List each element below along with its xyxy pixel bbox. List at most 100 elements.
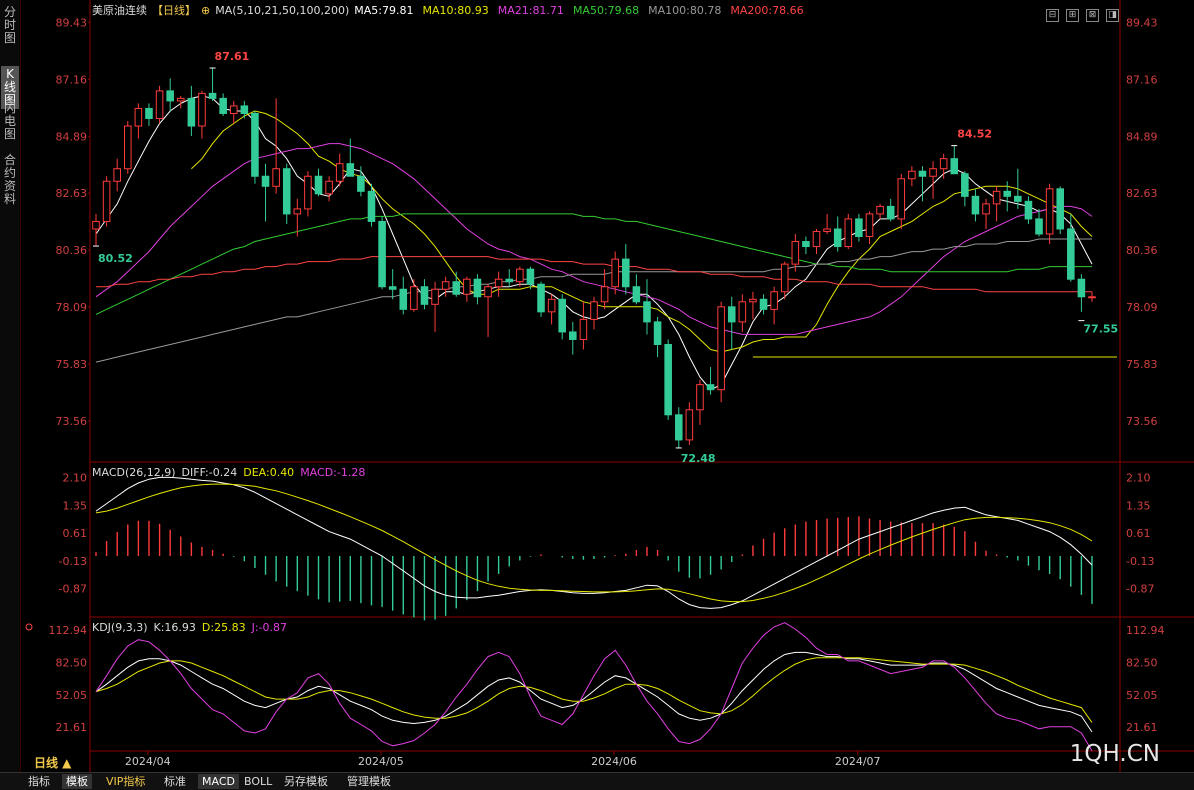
candle-body — [441, 281, 450, 290]
kdj-legend-2: D:25.83 — [202, 621, 246, 634]
macd-tick-right: 1.35 — [1126, 499, 1151, 512]
annotation-label: 87.61 — [215, 50, 250, 63]
candle — [876, 203, 884, 219]
candle-body — [1003, 190, 1012, 197]
candle — [696, 379, 704, 425]
candle — [335, 153, 344, 187]
candle-body — [696, 384, 704, 411]
candle-body — [685, 409, 694, 441]
candle-body — [282, 168, 291, 215]
candle-body — [346, 163, 355, 177]
candle — [155, 85, 164, 124]
ma-line-ma21 — [95, 143, 1093, 335]
bottom-tab-0[interactable]: 指标 — [28, 775, 50, 788]
price-header-item: 【日线】 — [152, 3, 196, 17]
candle-body — [102, 180, 111, 222]
candle-body — [706, 384, 715, 391]
futures-chart[interactable]: 89.43 89.43 87.16 87.16 84.89 84.89 82.63 82.63… — [20, 0, 1194, 772]
side-tab-0[interactable]: 分时图 — [3, 5, 16, 45]
candle — [378, 216, 386, 290]
window-control-icon-0[interactable]: ⊟ — [1046, 9, 1059, 22]
bottom-tab-6[interactable]: 另存模板 — [284, 775, 328, 788]
window-control-icon-1[interactable]: ⊞ — [1066, 9, 1079, 22]
candle — [516, 266, 524, 287]
bottom-tab-7[interactable]: 管理模板 — [347, 775, 391, 788]
candle — [314, 168, 323, 197]
candle-body — [759, 298, 768, 310]
candle-body — [961, 173, 969, 197]
candle — [1003, 181, 1012, 212]
macd-tick-right: -0.87 — [1126, 583, 1154, 596]
side-tab-3[interactable]: 合约资料 — [3, 153, 16, 206]
macd-tick-left: -0.87 — [59, 583, 87, 596]
candle-body — [229, 105, 238, 114]
candle — [569, 321, 577, 355]
candle-body — [187, 97, 196, 127]
candle-body — [886, 205, 895, 220]
candle — [982, 198, 990, 229]
candle — [558, 294, 566, 340]
macd-diff-line — [95, 476, 1093, 609]
candle — [272, 98, 280, 194]
candle — [992, 186, 1001, 222]
candle-body — [420, 286, 429, 305]
candle-body — [918, 170, 927, 177]
price-tick-left: 78.09 — [56, 301, 88, 314]
bottom-tab-4[interactable]: MACD — [198, 774, 239, 789]
kdj-tick-right: 52.05 — [1126, 689, 1158, 702]
candle-body — [357, 175, 365, 192]
side-tab-2[interactable]: 闪电图 — [3, 101, 16, 141]
candle-body — [833, 228, 842, 248]
candle-body — [812, 230, 821, 248]
date-label: 2024/05 — [358, 755, 404, 768]
candle-body — [251, 112, 259, 177]
kdj-j-line — [95, 622, 1093, 752]
kdj-d-line — [95, 657, 1093, 723]
candle-body — [558, 298, 566, 333]
candle — [187, 85, 196, 137]
bottom-tab-5[interactable]: BOLL — [244, 775, 273, 788]
price-tick-left: 73.56 — [56, 415, 88, 428]
candle — [102, 176, 111, 227]
candle-body — [272, 168, 280, 187]
macd-legend-0: MACD(26,12,9) — [92, 466, 176, 479]
candle — [346, 138, 355, 177]
candle — [886, 198, 895, 222]
ma-line-ma5 — [95, 95, 1093, 391]
side-tab-1[interactable]: K线图 — [1, 66, 19, 109]
kdj-legend-3: J:-0.87 — [251, 621, 287, 634]
ma-line-ma200 — [96, 256, 1092, 293]
candle — [304, 171, 312, 217]
price-tick-left: 82.63 — [56, 187, 88, 200]
candle — [134, 103, 143, 139]
candle — [1024, 196, 1033, 224]
macd-tick-left: -0.13 — [59, 555, 87, 568]
candle — [1056, 186, 1064, 234]
price-tick-right: 73.56 — [1126, 415, 1158, 428]
candle-body — [600, 286, 609, 303]
candle — [929, 161, 937, 199]
bottom-tab-3[interactable]: 标准 — [164, 775, 186, 788]
candle-body — [844, 218, 853, 248]
candle-body — [738, 301, 747, 323]
period-selector-button[interactable]: 日线 ▲ — [34, 755, 72, 770]
candle-body — [113, 168, 121, 182]
candle — [918, 166, 927, 202]
candle — [547, 294, 556, 325]
candle-body — [802, 241, 810, 248]
price-tick-right: 80.36 — [1126, 244, 1158, 257]
candle-body — [717, 306, 725, 391]
candle — [632, 274, 641, 305]
candle-body — [388, 286, 397, 290]
candle — [166, 78, 174, 111]
candle — [452, 271, 461, 297]
window-control-icon-2[interactable]: ⊠ — [1086, 9, 1099, 22]
bottom-tab-2[interactable]: VIP指标 — [106, 775, 146, 788]
kdj-tick-right: 112.94 — [1126, 624, 1165, 637]
candle-body — [431, 288, 439, 305]
candle — [950, 145, 959, 175]
bottom-tab-1[interactable]: 模板 — [62, 774, 92, 789]
candle — [463, 276, 471, 302]
window-control-icon-3[interactable]: ◨ — [1106, 9, 1119, 22]
macd-tick-left: 0.61 — [63, 527, 88, 540]
